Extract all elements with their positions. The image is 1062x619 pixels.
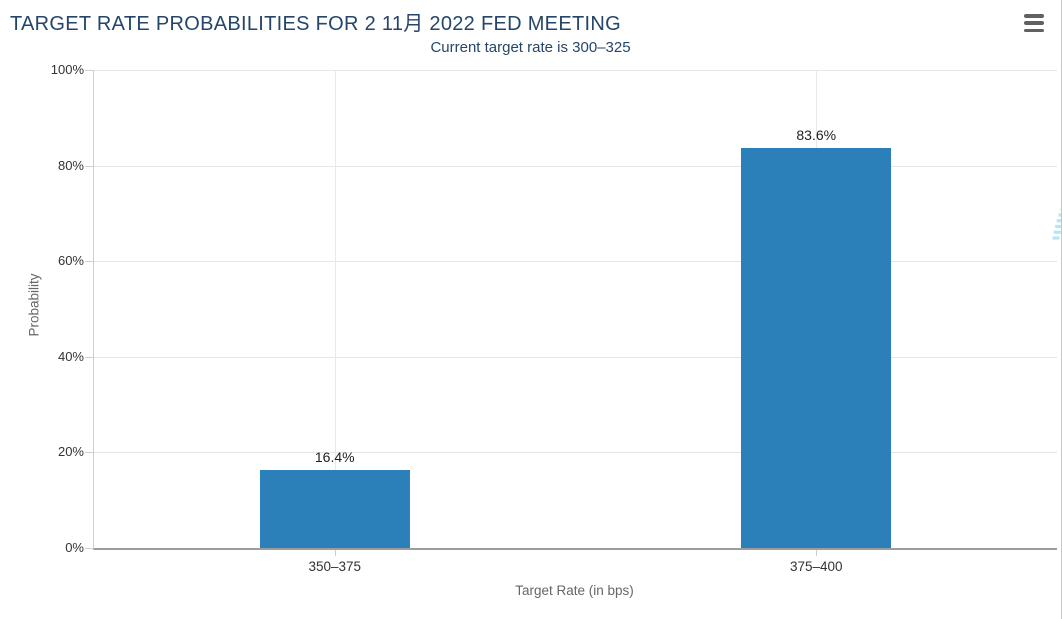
- x-axis-tick: [334, 550, 336, 556]
- hamburger-icon: [1024, 14, 1044, 18]
- y-axis-tick: [85, 165, 93, 167]
- x-axis-tick: [816, 550, 818, 556]
- y-gridline: [94, 165, 1057, 167]
- y-tick-label: 80%: [57, 157, 84, 173]
- bar[interactable]: [741, 148, 892, 548]
- y-tick-label: 40%: [57, 348, 84, 364]
- plot-area: Q 0% 20% 40% 60% 80% 100% 16.4% 350–375 83.6% 375…: [51, 62, 1061, 574]
- y-tick-label: 100%: [50, 62, 84, 77]
- bar[interactable]: [259, 469, 410, 548]
- y-axis-title: Probability: [26, 273, 42, 337]
- chart-title: TARGET RATE PROBABILITIES FOR 2 11月 2022…: [10, 13, 621, 35]
- y-axis-tick: [85, 70, 93, 71]
- y-gridline: [94, 356, 1057, 358]
- y-axis-tick: [85, 356, 93, 358]
- y-tick-label: 20%: [57, 444, 84, 460]
- y-tick-label: 60%: [57, 253, 84, 269]
- y-tick-label: 0%: [65, 540, 84, 555]
- y-axis-tick: [85, 548, 93, 549]
- category-label: 375–400: [789, 559, 843, 574]
- bar-value-label: 16.4%: [314, 448, 355, 465]
- x-gridline: [334, 70, 336, 548]
- chart-subtitle: Current target rate is 300–325: [430, 39, 631, 56]
- x-axis-title: Target Rate (in bps): [515, 583, 634, 598]
- quandl-watermark-logo: Q: [1042, 136, 1061, 244]
- chart-context-menu-button[interactable]: [1024, 14, 1044, 32]
- y-axis-tick: [85, 261, 93, 263]
- y-gridline: [94, 452, 1057, 454]
- category-label: 350–375: [308, 559, 362, 574]
- y-gridline: [94, 261, 1057, 263]
- watermark-dashes: [1052, 207, 1061, 240]
- hamburger-icon: [1024, 21, 1044, 25]
- bar-value-label: 83.6%: [796, 127, 837, 144]
- hamburger-icon: [1024, 28, 1044, 32]
- y-gridline: [94, 70, 1057, 71]
- y-axis-tick: [85, 452, 93, 454]
